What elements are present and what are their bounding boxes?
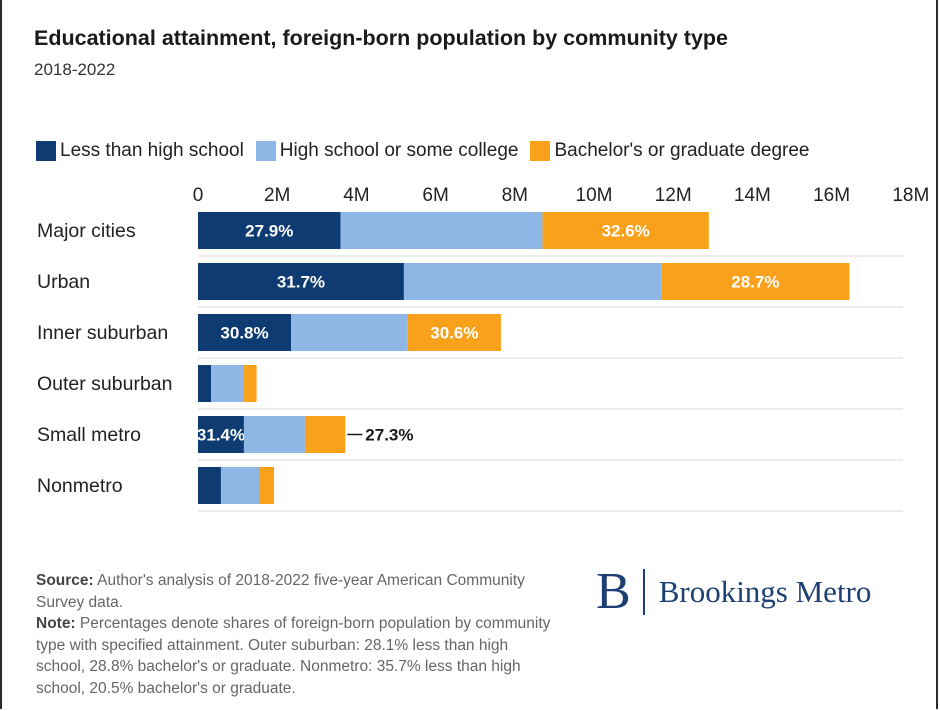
note-label: Note: xyxy=(36,615,76,632)
legend-item-high-school-or-some-college: High school or some college xyxy=(255,140,519,162)
x-tick-label: 4M xyxy=(343,185,369,206)
source-label: Source: xyxy=(36,572,94,589)
x-tick-label: 6M xyxy=(422,185,448,206)
bar-segment xyxy=(198,212,341,249)
source-text: Author's analysis of 2018-2022 five-year… xyxy=(36,572,525,611)
legend-swatch xyxy=(36,141,56,161)
bar-segment xyxy=(340,212,543,249)
x-tick-label: 8M xyxy=(502,185,528,206)
bar-segment xyxy=(291,314,408,351)
x-tick-label: 14M xyxy=(734,185,771,206)
chart-subtitle: 2018-2022 xyxy=(34,60,116,79)
bar-segment xyxy=(661,263,850,300)
bar-segment xyxy=(220,467,259,504)
note: Note: Percentages denote shares of forei… xyxy=(36,613,556,699)
source-note: Source: Author's analysis of 2018-2022 f… xyxy=(36,570,556,613)
category-label: Major cities xyxy=(37,220,136,242)
bar-segment xyxy=(304,416,346,453)
category-label: Small metro xyxy=(37,424,141,446)
data-label: 31.4% xyxy=(197,426,245,445)
bar-segment xyxy=(243,365,257,402)
stacked-bar-chart: 0 2M 4M 6M 8M 10M 12M 14M 16M 18M Major cities 27.9… xyxy=(37,185,929,512)
legend-label: High school or some college xyxy=(279,140,519,161)
chart-title: Educational attainment, foreign-born pop… xyxy=(34,26,728,50)
data-label: 27.3% xyxy=(365,426,413,445)
x-tick-label: 12M xyxy=(655,185,692,206)
bar-segment xyxy=(403,263,662,300)
chart-footnote: Source: Author's analysis of 2018-2022 f… xyxy=(36,570,556,699)
bar-segment xyxy=(258,467,275,504)
logo-divider xyxy=(642,569,645,615)
category-label: Nonmetro xyxy=(37,475,123,497)
brookings-metro-logo: B Brookings Metro xyxy=(596,566,871,618)
category-label: Urban xyxy=(37,271,90,293)
note-text: Percentages denote shares of foreign-bor… xyxy=(36,615,551,697)
logo-text: Brookings Metro xyxy=(658,574,872,609)
bar-segment xyxy=(407,314,501,351)
bar-segment xyxy=(211,365,244,402)
bar-segment xyxy=(198,467,221,504)
legend-label: Less than high school xyxy=(60,140,244,161)
legend-swatch xyxy=(530,141,551,161)
x-tick-label: 10M xyxy=(576,185,613,206)
legend: Less than high school High school or som… xyxy=(36,140,822,162)
legend-item-bachelors-or-graduate: Bachelor's or graduate degree xyxy=(530,140,810,162)
legend-label: Bachelor's or graduate degree xyxy=(554,140,810,161)
data-label: 30.8% xyxy=(220,324,268,343)
x-tick-label: 2M xyxy=(264,185,290,206)
data-label: 28.7% xyxy=(731,273,779,292)
bar-segment xyxy=(243,416,305,453)
x-tick-label: 0 xyxy=(193,185,204,206)
data-label: 31.7% xyxy=(277,273,325,292)
logo-mark: B xyxy=(596,563,631,620)
data-label: 30.6% xyxy=(430,324,478,343)
category-label: Outer suburban xyxy=(37,373,173,395)
bar-segment xyxy=(198,365,212,402)
category-label: Inner suburban xyxy=(37,322,168,344)
bar-segment xyxy=(198,314,292,351)
legend-swatch xyxy=(255,141,276,161)
bar-segment xyxy=(198,416,244,453)
x-tick-label: 18M xyxy=(892,185,929,206)
data-label: 27.9% xyxy=(245,222,293,241)
data-label: 32.6% xyxy=(602,222,650,241)
bar-segment xyxy=(542,212,709,249)
bar-segment xyxy=(198,263,404,300)
x-tick-label: 16M xyxy=(813,185,850,206)
legend-item-less-than-high-school: Less than high school xyxy=(36,140,244,162)
